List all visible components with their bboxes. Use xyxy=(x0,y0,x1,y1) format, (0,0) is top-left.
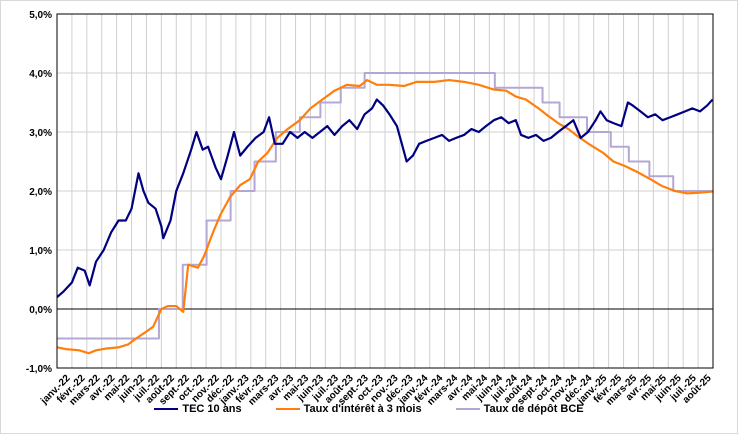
series-line-1 xyxy=(56,78,713,355)
legend-item-tec: TEC 10 ans xyxy=(154,403,242,415)
y-tick-label: 0,0% xyxy=(29,305,52,316)
y-tick-label: -1,0% xyxy=(26,364,52,375)
y-tick-label: 1,0% xyxy=(29,246,52,257)
plot-area-frame xyxy=(56,13,714,369)
legend-swatch xyxy=(154,408,179,410)
legend-item-bce: Taux de dépôt BCE xyxy=(455,403,584,415)
series-line-2 xyxy=(57,72,713,340)
y-tick-label: 5,0% xyxy=(29,10,52,21)
series-lines xyxy=(56,72,714,355)
y-tick-label: 2,0% xyxy=(29,187,52,198)
y-tick-label: 3,0% xyxy=(29,128,52,139)
legend: TEC 10 ans Taux d'intérêt à 3 mois Taux … xyxy=(0,403,738,415)
legend-label: Taux d'intérêt à 3 mois xyxy=(303,403,422,415)
y-axis-ticks: -1,0% 0,0% 1,0% 2,0% 3,0% 4,0% 5,0% xyxy=(26,10,52,375)
legend-label: TEC 10 ans xyxy=(182,403,242,415)
series-line-0 xyxy=(56,98,714,299)
legend-label: Taux de dépôt BCE xyxy=(483,403,584,415)
legend-item-3m: Taux d'intérêt à 3 mois xyxy=(275,403,422,415)
legend-swatch xyxy=(455,408,480,410)
legend-swatch xyxy=(275,408,300,410)
y-tick-label: 4,0% xyxy=(29,69,52,80)
